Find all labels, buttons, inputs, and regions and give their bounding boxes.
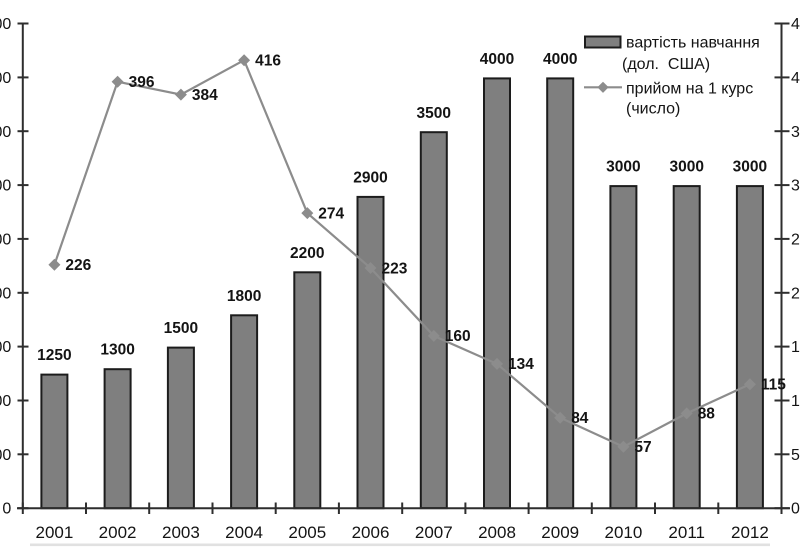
- svg-text:57: 57: [634, 439, 651, 456]
- svg-text:(дол. США): (дол. США): [622, 56, 710, 73]
- svg-text:350: 350: [791, 124, 800, 141]
- svg-text:88: 88: [698, 406, 716, 423]
- svg-text:250: 250: [791, 231, 800, 248]
- svg-text:396: 396: [129, 74, 155, 91]
- svg-text:3500: 3500: [417, 105, 451, 122]
- svg-text:2003: 2003: [162, 523, 200, 542]
- svg-text:вартість навчання: вартість навчання: [626, 35, 760, 52]
- svg-text:416: 416: [255, 53, 281, 70]
- svg-text:200: 200: [791, 285, 800, 302]
- svg-text:3000: 3000: [733, 159, 767, 176]
- svg-text:500: 500: [0, 447, 11, 464]
- svg-text:2009: 2009: [541, 523, 579, 542]
- svg-text:223: 223: [382, 260, 408, 277]
- svg-text:2008: 2008: [478, 523, 516, 542]
- svg-text:3000: 3000: [606, 159, 640, 176]
- svg-text:384: 384: [192, 87, 218, 104]
- svg-text:3000: 3000: [669, 159, 703, 176]
- svg-text:400: 400: [791, 70, 800, 87]
- svg-text:2000: 2000: [0, 285, 11, 302]
- svg-text:2001: 2001: [35, 523, 73, 542]
- svg-text:2005: 2005: [288, 523, 326, 542]
- svg-text:(число): (число): [626, 101, 680, 118]
- svg-text:4000: 4000: [543, 51, 577, 68]
- svg-text:0: 0: [2, 501, 11, 518]
- svg-text:4500: 4500: [0, 16, 11, 33]
- svg-text:3000: 3000: [0, 178, 11, 195]
- svg-text:84: 84: [571, 410, 589, 427]
- svg-text:100: 100: [791, 393, 800, 410]
- svg-text:2007: 2007: [415, 523, 453, 542]
- svg-text:2011: 2011: [668, 523, 705, 542]
- svg-text:2200: 2200: [290, 245, 324, 262]
- svg-text:4000: 4000: [480, 51, 514, 68]
- svg-text:150: 150: [791, 339, 800, 356]
- svg-text:134: 134: [508, 356, 534, 373]
- svg-text:0: 0: [791, 501, 800, 518]
- svg-text:2004: 2004: [225, 523, 263, 542]
- svg-text:1800: 1800: [227, 288, 261, 305]
- svg-text:1250: 1250: [37, 347, 71, 364]
- svg-text:2900: 2900: [353, 169, 387, 186]
- svg-text:160: 160: [445, 328, 471, 345]
- svg-text:274: 274: [318, 205, 344, 222]
- svg-text:3500: 3500: [0, 124, 11, 141]
- svg-text:450: 450: [791, 16, 800, 33]
- svg-text:2500: 2500: [0, 231, 11, 248]
- svg-text:50: 50: [791, 447, 800, 464]
- svg-text:1000: 1000: [0, 393, 11, 410]
- svg-text:2010: 2010: [604, 523, 642, 542]
- svg-text:226: 226: [65, 257, 91, 274]
- svg-text:1500: 1500: [0, 339, 11, 356]
- svg-text:4000: 4000: [0, 70, 11, 87]
- svg-text:300: 300: [791, 178, 800, 195]
- svg-text:1500: 1500: [164, 320, 198, 337]
- svg-text:2012: 2012: [731, 523, 769, 542]
- svg-text:2006: 2006: [352, 523, 390, 542]
- svg-text:прийом на 1 курс: прийом на 1 курс: [626, 81, 753, 98]
- svg-text:115: 115: [761, 377, 786, 394]
- svg-text:1300: 1300: [100, 342, 134, 359]
- svg-text:2002: 2002: [99, 523, 137, 542]
